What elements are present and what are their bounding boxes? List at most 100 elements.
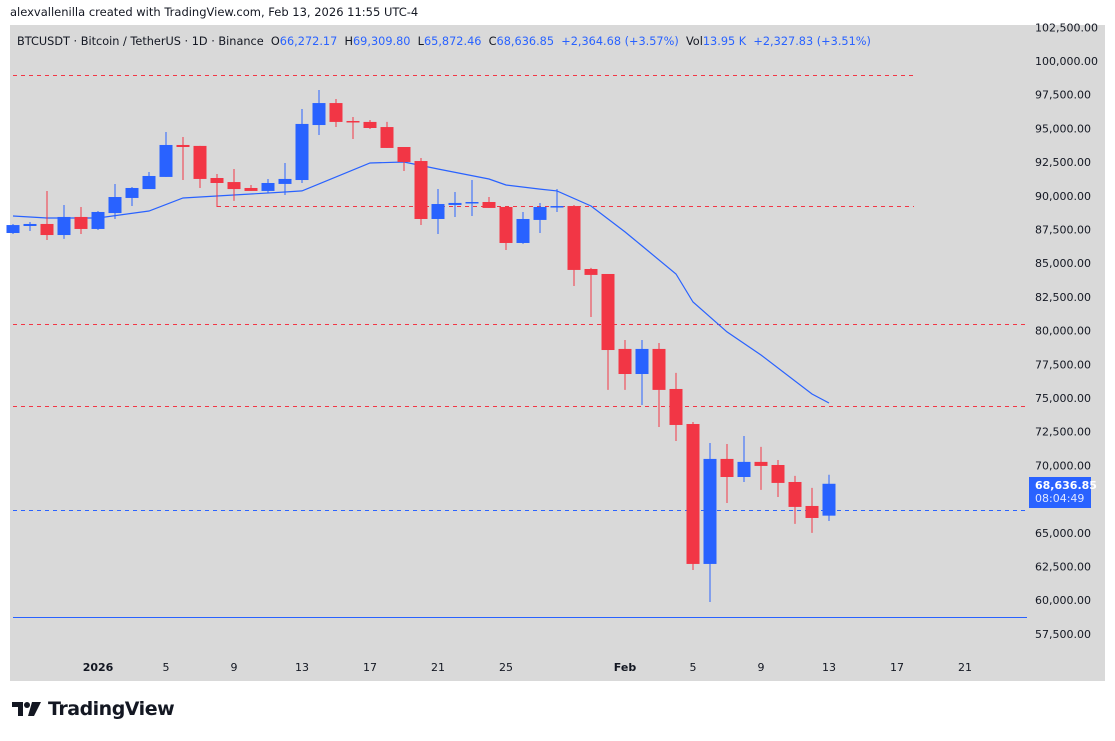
candle-2025-12-30 [57, 204, 71, 239]
candle-2026-01-24 [482, 197, 496, 208]
candle-body [669, 388, 683, 425]
candle-2026-01-21 [431, 189, 445, 234]
price-tick-label: 60,000.00 [1035, 594, 1091, 607]
price-tick-label: 85,000.00 [1035, 257, 1091, 270]
candle-body [516, 218, 530, 243]
time-axis[interactable]: 2026 5 9 13 17 21 25 Feb 5 9 13 17 21 [83, 661, 972, 674]
candle-2026-01-27 [533, 202, 547, 234]
candle-body [788, 481, 802, 507]
candle-2026-01-02 [108, 183, 122, 219]
candle-2026-02-11 [788, 475, 802, 524]
candle-body [91, 211, 105, 229]
high-label: H [344, 35, 353, 48]
tradingview-logo[interactable]: TradingView [12, 698, 175, 720]
candle-body [159, 144, 173, 177]
candle-body [108, 197, 122, 214]
candle-2026-01-28 [550, 189, 564, 212]
candle-2026-02-01 [618, 340, 632, 390]
candle-body [754, 461, 768, 466]
candle-body [584, 268, 598, 275]
moving-average-line [12, 161, 830, 404]
candle-body [176, 144, 190, 148]
candle-2026-01-23 [465, 180, 479, 217]
candle-2026-01-04 [142, 171, 156, 190]
candle-body [635, 348, 649, 375]
candle-body [23, 223, 37, 226]
price-tick-label: 90,000.00 [1035, 190, 1091, 203]
candle-2026-02-12 [805, 487, 819, 533]
time-tick-label: 21 [958, 661, 972, 674]
time-tick-label: 25 [499, 661, 513, 674]
candle-2026-01-29 [567, 204, 581, 286]
chart-background [10, 25, 1105, 681]
time-tick-label: 5 [163, 661, 170, 674]
candle-2026-01-18 [380, 121, 394, 148]
low-value: 65,872.46 [423, 35, 482, 48]
price-tick-label: 72,500.00 [1035, 426, 1091, 439]
candle-2026-01-16 [346, 116, 360, 140]
candle-2026-01-08 [210, 173, 224, 207]
candle-2026-01-12 [278, 163, 292, 195]
price-tick-label: 65,000.00 [1035, 527, 1091, 540]
candle-body [499, 206, 513, 243]
price-tick-label: 97,500.00 [1035, 89, 1091, 102]
candle-2026-02-08 [737, 436, 751, 482]
high-value: 69,309.80 [352, 35, 411, 48]
time-tick-label: Feb [614, 661, 637, 674]
price-axis[interactable]: 102,500.00 100,000.00 97,500.00 95,000.00 92… [1035, 21, 1098, 641]
candle-2026-01-31 [601, 273, 615, 390]
candle-2025-12-31 [74, 206, 88, 234]
candle-2026-01-15 [329, 99, 343, 128]
time-tick-label: 13 [295, 661, 309, 674]
candle-2026-01-09 [227, 168, 241, 201]
time-tick-label: 17 [890, 661, 904, 674]
candle-2026-02-07 [720, 443, 734, 504]
time-tick-label: 9 [231, 661, 238, 674]
candle-body [618, 348, 632, 375]
candle-2026-01-26 [516, 211, 530, 244]
tradingview-logo-text: TradingView [48, 698, 175, 720]
price-tag-background [1029, 477, 1091, 508]
time-tick-label: 9 [758, 661, 765, 674]
candle-2026-02-10 [771, 460, 785, 497]
tradingview-logo-icon [12, 702, 41, 716]
price-tick-label: 87,500.00 [1035, 224, 1091, 237]
candle-2026-01-06 [176, 137, 190, 181]
candle-body [363, 121, 377, 128]
candle-body [533, 206, 547, 220]
candle-body [652, 348, 666, 390]
candle-body [550, 206, 564, 208]
price-tick-label: 82,500.00 [1035, 291, 1091, 304]
chart-credit: alexvallenilla created with TradingView.… [10, 5, 419, 19]
candle-2025-12-27 [6, 223, 20, 234]
candle-body [771, 464, 785, 483]
candle-body [397, 147, 411, 162]
last-price-tag: 68,636.85 08:04:49 [1029, 477, 1097, 508]
candle-body [244, 187, 258, 191]
time-tick-label: 13 [822, 661, 836, 674]
price-tick-label: 75,000.00 [1035, 392, 1091, 405]
moving-average [12, 161, 830, 404]
price-tag-price: 68,636.85 [1035, 479, 1097, 492]
candle-2026-01-03 [125, 187, 139, 207]
candle-2026-02-03 [652, 343, 666, 427]
candle-2026-01-20 [414, 158, 428, 226]
candle-2026-01-05 [159, 132, 173, 177]
candle-body [431, 204, 445, 219]
candle-body [125, 187, 139, 198]
candle-body [278, 178, 292, 184]
candle-2026-02-04 [669, 372, 683, 442]
symbol-legend: BTCUSDT · Bitcoin / TetherUS · 1D · Bina… [17, 35, 871, 48]
candle-body [448, 202, 462, 205]
symbol-title[interactable]: BTCUSDT · Bitcoin / TetherUS · 1D · Bina… [17, 35, 264, 48]
candle-body [482, 202, 496, 208]
volume-label: Vol [685, 35, 703, 48]
candle-body [414, 161, 428, 219]
candle-2026-01-01 [91, 211, 105, 231]
price-tick-label: 102,500.00 [1035, 21, 1098, 34]
price-tick-label: 80,000.00 [1035, 325, 1091, 338]
candle-body [329, 103, 343, 122]
candle-body [210, 178, 224, 183]
horizontal-lines [13, 75, 1027, 618]
